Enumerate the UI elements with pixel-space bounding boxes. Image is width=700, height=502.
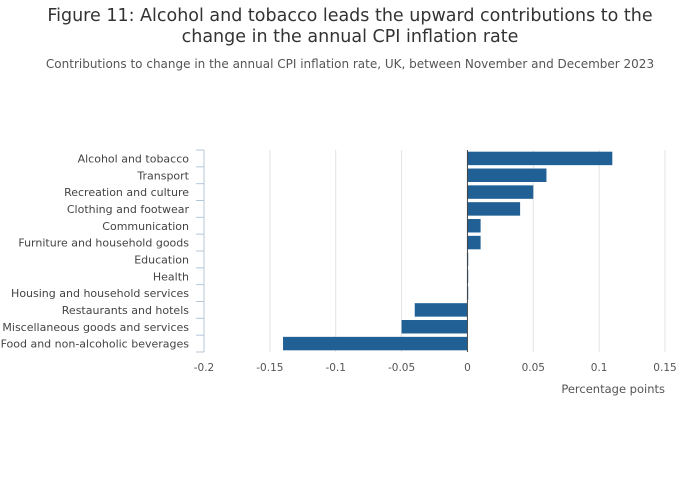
bar [467,202,521,216]
category-label: Recreation and culture [64,186,189,199]
x-tick-label: 0.15 [653,362,676,374]
x-tick-label: -0.2 [194,362,215,374]
category-label: Furniture and household goods [18,237,189,250]
bar [414,303,468,317]
x-tick-label: 0.05 [522,362,545,374]
x-tick-label: -0.1 [325,362,346,374]
category-label: Housing and household services [11,287,189,300]
category-label: Education [134,253,189,266]
chart-title: Figure 11: Alcohol and tobacco leads the… [47,6,653,47]
bars [283,151,613,351]
bar [467,151,613,166]
bar [401,320,468,334]
x-axis-ticks: -0.2 -0.15 -0.1 -0.05 0 0.05 0.1 0.15 [194,362,677,374]
bar [467,185,534,199]
category-label: Health [153,270,189,283]
x-axis-title: Percentage points [561,382,665,396]
category-label: Transport [136,169,189,182]
bar [283,336,468,351]
bar [467,235,481,250]
category-label: Alcohol and tobacco [78,152,190,165]
category-label: Clothing and footwear [67,203,190,216]
x-tick-label: -0.05 [388,362,415,374]
category-axis: Alcohol and tobacco Transport Recreation a… [1,149,205,353]
category-label: Food and non-alcoholic beverages [1,338,190,351]
bar [467,168,547,182]
category-label: Communication [102,220,189,233]
chart-subtitle: Contributions to change in the annual CP… [45,57,655,71]
category-label: Restaurants and hotels [62,304,189,317]
x-tick-label: 0 [464,362,471,374]
category-label: Miscellaneous goods and services [2,321,189,334]
x-tick-label: 0.1 [591,362,608,374]
bar [467,219,481,233]
x-tick-label: -0.15 [256,362,283,374]
